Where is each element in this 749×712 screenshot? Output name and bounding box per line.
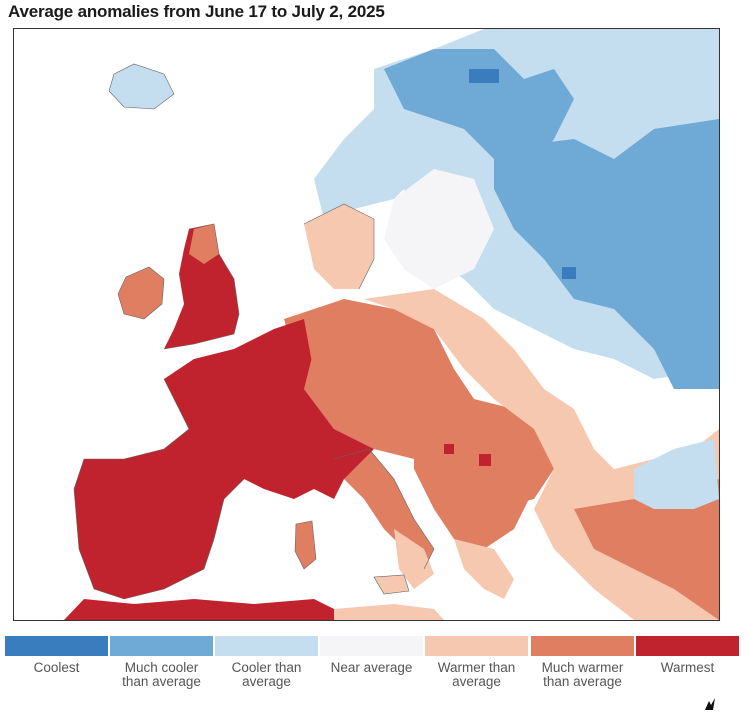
region-north-africa-warmest bbox=[64, 599, 334, 620]
region-britain-warmest bbox=[164, 224, 239, 349]
legend-label-much-warmer: Much warmer than average bbox=[541, 660, 624, 689]
legend-swatch-warmer bbox=[425, 636, 528, 656]
region-scandinavia-cooler bbox=[314, 109, 434, 219]
legend-swatch-much-cooler bbox=[110, 636, 213, 656]
legend-swatch-warmest bbox=[636, 636, 739, 656]
region-russia-much-cooler bbox=[494, 119, 719, 389]
legend-swatch-cooler bbox=[215, 636, 318, 656]
region-scotland-much-warmer bbox=[189, 224, 219, 264]
legend-item-much-cooler: Much cooler than average bbox=[110, 636, 213, 689]
warmest-patch-balkan-1 bbox=[479, 454, 491, 466]
region-lapland-much-cooler bbox=[384, 49, 574, 169]
legend-item-near-average: Near average bbox=[320, 636, 423, 675]
legend-item-cooler: Cooler than average bbox=[215, 636, 318, 689]
legend-label-much-cooler: Much cooler than average bbox=[122, 660, 201, 689]
coastlines bbox=[73, 63, 435, 600]
legend-swatch-much-warmer bbox=[531, 636, 634, 656]
region-cyprus-much-warmer bbox=[654, 559, 679, 574]
legend-item-coolest: Coolest bbox=[5, 636, 108, 675]
region-sardinia-much-warmer bbox=[295, 521, 316, 569]
legend-swatch-coolest bbox=[5, 636, 108, 656]
legend-label-warmer: Warmer than average bbox=[437, 660, 516, 689]
coolest-patch-1 bbox=[469, 69, 499, 83]
coolest-patch-2 bbox=[562, 267, 576, 279]
region-north-africa-warmer bbox=[334, 604, 444, 620]
legend-item-warmest: Warmest bbox=[636, 636, 739, 675]
region-greece-warmer bbox=[454, 539, 514, 599]
map-svg bbox=[14, 29, 719, 620]
region-turkey-much-warmer bbox=[574, 479, 719, 620]
region-ireland-much-warmer bbox=[118, 267, 164, 319]
region-west-warmest bbox=[74, 319, 374, 599]
map-legend: Coolest Much cooler than average Cooler … bbox=[5, 636, 741, 696]
legend-label-near-average: Near average bbox=[330, 660, 413, 675]
legend-label-cooler: Cooler than average bbox=[231, 660, 302, 689]
legend-label-warmest: Warmest bbox=[660, 660, 715, 675]
anomaly-map bbox=[13, 28, 720, 621]
legend-item-much-warmer: Much warmer than average bbox=[531, 636, 634, 689]
warmest-patch-balkan-2 bbox=[444, 444, 454, 454]
region-baltic-near bbox=[384, 169, 494, 289]
region-italy-south-warmer bbox=[394, 529, 434, 589]
legend-label-coolest: Coolest bbox=[33, 660, 80, 675]
region-iceland-cooler bbox=[109, 64, 174, 109]
logo-mark-icon bbox=[705, 698, 715, 710]
region-germany-much-warmer bbox=[304, 309, 394, 389]
region-south-scandinavia-warmer bbox=[304, 204, 374, 289]
region-sicily-warmer bbox=[374, 575, 409, 594]
region-turkey-east-cooler bbox=[634, 439, 719, 509]
map-title: Average anomalies from June 17 to July 2… bbox=[8, 2, 385, 21]
legend-item-warmer: Warmer than average bbox=[425, 636, 528, 689]
legend-swatch-near-average bbox=[320, 636, 423, 656]
